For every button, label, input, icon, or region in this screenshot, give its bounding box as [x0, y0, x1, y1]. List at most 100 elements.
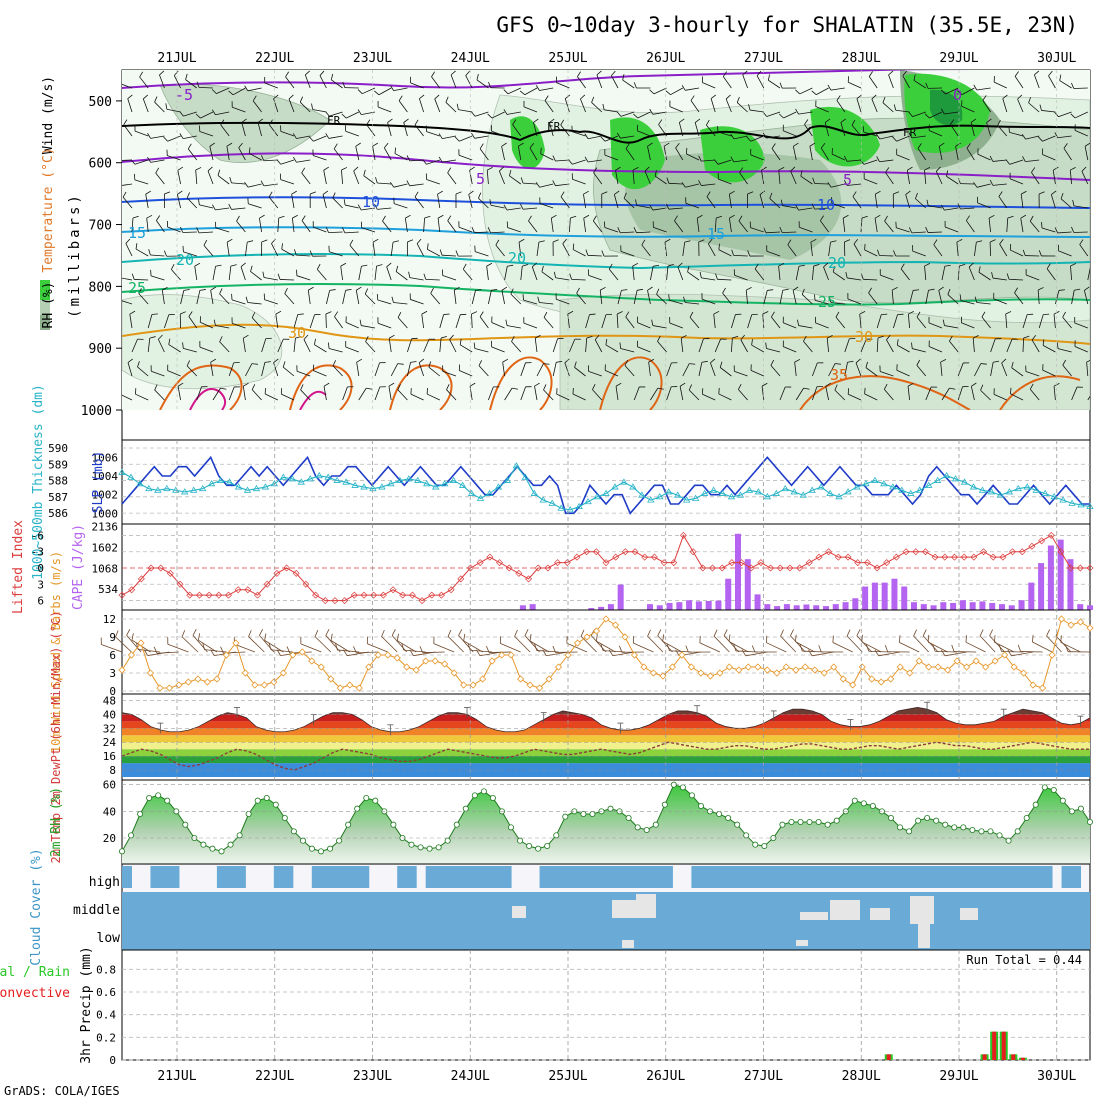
upper-barb-feather	[694, 118, 701, 123]
upper-barb	[471, 290, 476, 305]
upper-barb	[134, 159, 149, 165]
upper-barb-feather	[552, 180, 556, 186]
upper-barb-feather	[790, 166, 796, 172]
upper-barb-feather	[824, 118, 831, 123]
upper-barb	[346, 111, 359, 119]
upper-barb-feather	[252, 95, 257, 102]
upper-barb	[250, 271, 262, 281]
wind-barb	[723, 635, 740, 653]
upper-barb	[783, 111, 797, 119]
cloud-high-block	[1042, 866, 1053, 888]
cloud-high-block	[947, 866, 958, 888]
wind-point	[934, 663, 942, 671]
wind-barb-feather	[524, 629, 529, 636]
upper-barb-feather	[357, 204, 362, 211]
upper-barb-feather	[316, 263, 321, 270]
upper-barb	[212, 266, 216, 281]
upper-barb	[653, 226, 667, 233]
upper-barb	[668, 182, 683, 185]
li-label: Lifted Index	[11, 520, 26, 614]
upper-barb	[907, 314, 910, 329]
upper-barb	[344, 231, 359, 234]
upper-barb-feather	[713, 159, 719, 165]
upper-barb-feather	[862, 126, 865, 133]
upper-barb	[407, 362, 411, 377]
upper-barb-feather	[308, 286, 314, 291]
upper-barb	[572, 131, 586, 137]
upper-barb	[794, 362, 797, 377]
upper-barb	[257, 122, 262, 137]
wind-barb-feather	[314, 630, 319, 637]
upper-barb-feather	[305, 70, 311, 76]
upper-barb-feather	[127, 94, 133, 99]
upper-barb	[125, 243, 133, 257]
upper-barb-feather	[729, 190, 735, 195]
upper-barb-feather	[1005, 159, 1010, 165]
upper-barb-feather	[632, 262, 639, 267]
upper-barb-feather	[716, 215, 723, 219]
li-tick-label: 0	[37, 562, 44, 575]
upper-barb	[177, 170, 181, 185]
upper-barb-feather	[959, 294, 962, 301]
upper-barb-feather	[698, 239, 705, 243]
upper-barb	[403, 122, 408, 137]
wind-tick-label: 12	[103, 613, 116, 626]
thickness-point	[261, 483, 270, 490]
upper-barb	[219, 293, 230, 305]
upper-barb-feather	[203, 239, 208, 246]
wind-barb-feather	[353, 646, 357, 654]
upper-barb-feather	[762, 311, 769, 315]
upper-barb	[880, 371, 894, 377]
upper-barb-feather	[334, 311, 339, 317]
upper-barb-feather	[649, 108, 654, 115]
upper-barb	[1058, 111, 1072, 118]
upper-barb	[585, 338, 588, 353]
upper-barb	[637, 346, 651, 353]
upper-barb	[654, 175, 667, 185]
bottom-date-label: 24JUL	[451, 1069, 490, 1084]
upper-barb-feather	[617, 227, 621, 233]
upper-barb	[656, 293, 667, 305]
upper-barb-feather	[273, 358, 279, 363]
wind-barb	[728, 641, 749, 653]
upper-barb-feather	[835, 311, 840, 318]
upper-barb	[912, 250, 926, 257]
upper-barb	[625, 316, 635, 329]
wind-point	[203, 678, 211, 686]
rh-point	[553, 832, 560, 839]
upper-barb-feather	[537, 296, 540, 303]
upper-barb-feather	[763, 227, 767, 233]
upper-barb	[859, 314, 862, 329]
upper-barb	[491, 130, 505, 137]
thickness-point	[682, 496, 691, 503]
upper-barb-feather	[787, 239, 792, 246]
upper-barb-feather	[657, 335, 661, 342]
thickness-point	[781, 484, 789, 492]
upper-barb-feather	[601, 250, 605, 257]
upper-barb-feather	[767, 289, 774, 291]
upper-barb	[277, 218, 280, 233]
upper-barb-feather	[226, 142, 233, 147]
wind-barb	[192, 635, 208, 653]
upper-barb	[1020, 194, 1024, 209]
upper-barb	[657, 341, 667, 353]
cloud-high-block	[596, 866, 607, 888]
upper-barb-feather	[916, 359, 921, 366]
upper-barb-feather	[1081, 166, 1087, 172]
temp-tick-label: 48	[103, 694, 116, 707]
upper-barb	[377, 182, 392, 185]
upper-barb-feather	[240, 262, 246, 268]
upper-barb	[633, 386, 640, 401]
upper-barb	[886, 339, 894, 353]
wind-point	[640, 663, 648, 671]
upper-barb	[1010, 393, 1024, 401]
upper-barb	[576, 292, 586, 305]
upper-barb-feather	[893, 104, 897, 111]
upper-barb-feather	[908, 111, 913, 117]
cloud-high-block	[909, 866, 920, 888]
upper-barb	[800, 175, 813, 185]
temp-band	[122, 756, 1090, 764]
upper-barb	[442, 275, 457, 281]
upper-barb	[847, 183, 862, 186]
upper-barb	[944, 111, 959, 115]
